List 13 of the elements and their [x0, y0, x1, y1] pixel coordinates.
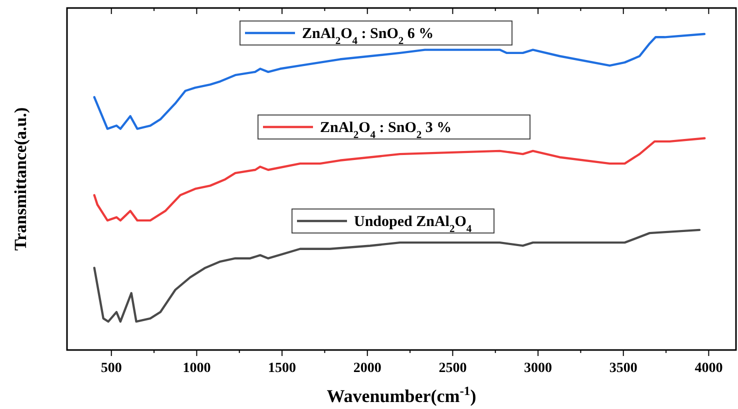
x-axis-title: Wavenumber(cm$^{-1}$)	[326, 384, 476, 406]
x-tick-label: 2500	[438, 361, 467, 376]
x-tick-label: 2000	[353, 361, 382, 376]
x-tick-label: 3000	[524, 361, 552, 376]
x-tick-label: 1000	[182, 361, 211, 376]
y-axis-title: Transmittance(a.u.)	[11, 107, 30, 251]
legend-label: ZnAl$_{2}$O$_{4}$ : SnO$_{2}$ 6 %	[302, 26, 434, 46]
legend-label: ZnAl$_{2}$O$_{4}$ : SnO$_{2}$ 3 %	[320, 120, 452, 140]
x-tick-label: 3500	[609, 361, 638, 376]
legend-label: Undoped ZnAl$_{2}$O$_{4}$	[354, 214, 472, 234]
x-tick-label: 4000	[694, 361, 723, 376]
x-tick-label: 500	[100, 361, 122, 376]
x-tick-label: 1500	[268, 361, 296, 376]
